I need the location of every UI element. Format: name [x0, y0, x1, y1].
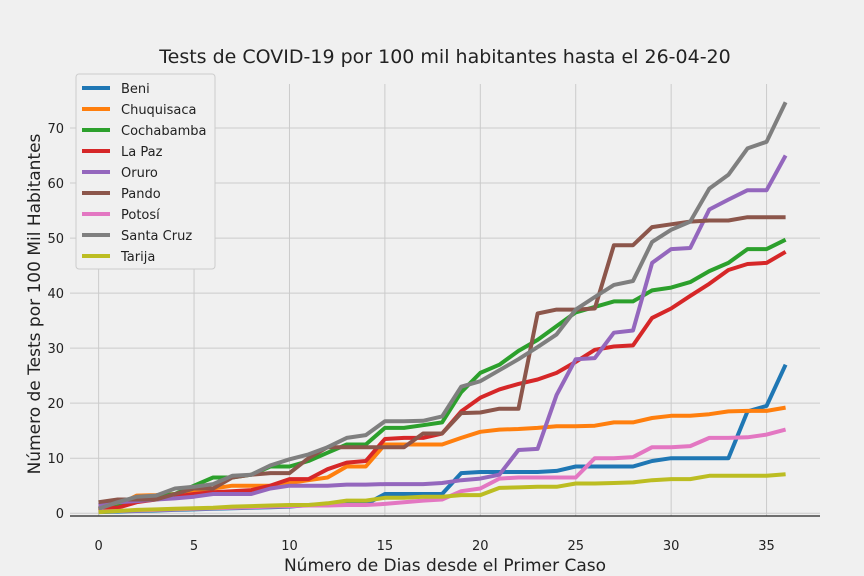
x-tick-label: 15 [377, 539, 394, 554]
chart-title: Tests de COVID-19 por 100 mil habitantes… [158, 46, 730, 68]
y-tick-label: 10 [47, 452, 64, 467]
x-tick-label: 30 [663, 539, 680, 554]
series-line-cochabamba [98, 237, 787, 511]
x-tick-label: 20 [472, 539, 489, 554]
series-line-santa-cruz [97, 101, 788, 511]
x-tick-label: 0 [94, 539, 102, 554]
y-tick-label: 70 [47, 122, 64, 137]
tick-labels: 0 5 10 15 20 25 30 35 0 10 20 30 40 50 60 70 [47, 122, 774, 554]
legend-label-la-paz: La Paz [121, 145, 163, 160]
legend-label-chuquisaca: Chuquisaca [121, 103, 197, 118]
series-lines [97, 101, 788, 515]
y-tick-label: 30 [47, 342, 64, 357]
legend-box [75, 73, 216, 270]
legend-label-oruro: Oruro [121, 166, 158, 181]
series-line-oruro [98, 154, 788, 507]
legend-label-tarija: Tarija [120, 250, 155, 265]
legend-label-cochabamba: Cochabamba [121, 124, 206, 139]
y-tick-label: 50 [47, 232, 64, 247]
x-tick-label: 35 [758, 539, 775, 554]
y-tick-label: 60 [47, 177, 64, 192]
legend-label-beni: Beni [121, 82, 150, 97]
y-tick-label: 40 [47, 287, 64, 302]
legend: Beni Chuquisaca Cochabamba La Paz Oruro Pando… [75, 73, 216, 270]
legend-label-santa-cruz: Santa Cruz [121, 229, 192, 244]
x-tick-label: 25 [567, 539, 584, 554]
series-line-tarija [98, 472, 786, 515]
y-axis-label: Número de Tests por 100 Mil Habitantes [25, 133, 45, 474]
y-tick-label: 0 [56, 507, 64, 522]
y-tick-label: 20 [47, 397, 64, 412]
legend-label-pando: Pando [121, 187, 161, 202]
x-tick-label: 10 [281, 539, 298, 554]
x-axis-label: Número de Dias desde el Primer Caso [284, 556, 606, 576]
legend-label-potosi: Potosí [121, 208, 160, 223]
series-line-pando [98, 215, 786, 505]
x-tick-label: 5 [190, 539, 198, 554]
